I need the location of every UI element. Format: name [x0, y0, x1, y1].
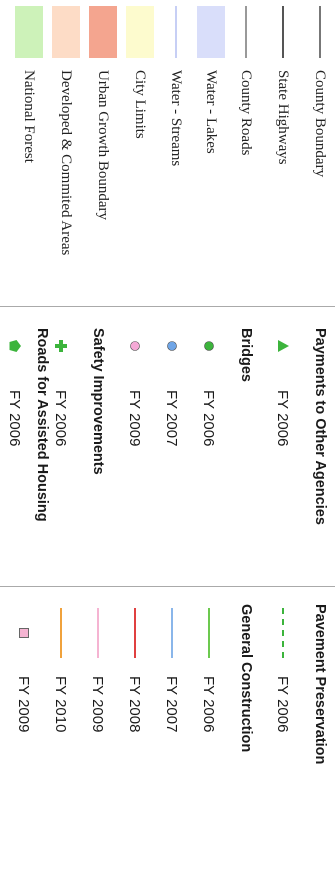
gc-item-2010: FY 2010 — [46, 604, 76, 864]
general-construction-header: General Construction — [238, 604, 254, 753]
gc-item-2007: FY 2007 — [157, 604, 187, 864]
state-highways-symbol — [282, 6, 284, 58]
water-streams-label: Water - Streams — [168, 70, 185, 167]
pavement-item: FY 2006 — [268, 604, 298, 864]
legend-item-water-lakes: Water - Lakes — [196, 0, 226, 300]
safety-item: FY 2006 — [46, 328, 76, 568]
gc-line-symbol — [60, 608, 62, 658]
county-boundary-label: County Boundary — [312, 70, 329, 178]
column-divider — [0, 586, 335, 587]
pavement-header: Pavement Preservation — [312, 604, 328, 765]
bridges-item-2009: FY 2009 — [120, 328, 150, 568]
legend-item-developed-areas: Developed & Commited Areas — [51, 0, 81, 300]
county-roads-symbol — [245, 6, 247, 58]
pentagon-icon — [9, 340, 21, 352]
payments-year: FY 2006 — [274, 390, 292, 447]
assisted-housing-year: FY 2006 — [6, 390, 24, 447]
urban-growth-boundary-symbol — [89, 6, 117, 58]
assisted-housing-item: FY 2006 — [0, 328, 30, 568]
square-icon — [19, 628, 29, 638]
city-limits-symbol — [126, 6, 154, 58]
gc-line-symbol — [97, 608, 99, 658]
pavement-year: FY 2006 — [274, 676, 292, 733]
developed-areas-label: Developed & Commited Areas — [58, 70, 75, 256]
water-lakes-label: Water - Lakes — [203, 70, 220, 154]
bridges-header: Bridges — [238, 328, 254, 382]
gc-year-2008: FY 2008 — [126, 676, 144, 733]
bridges-year-2007: FY 2007 — [163, 390, 181, 447]
legend-item-city-limits: City Limits — [125, 0, 155, 300]
circle-icon — [130, 341, 140, 351]
county-boundary-symbol — [319, 6, 321, 58]
gc-line-symbol — [208, 608, 210, 658]
dashed-line-symbol — [282, 608, 284, 658]
developed-areas-symbol — [52, 6, 80, 58]
legend-item-urban-growth-boundary: Urban Growth Boundary — [88, 0, 118, 300]
water-streams-symbol — [175, 6, 177, 58]
gc-year-2009: FY 2009 — [89, 676, 107, 733]
bridges-item-2006: FY 2006 — [194, 328, 224, 568]
gc-line-symbol — [134, 608, 136, 658]
safety-header: Safety Improvements — [90, 328, 106, 475]
gc-year-2007: FY 2007 — [163, 676, 181, 733]
gc-line-symbol — [171, 608, 173, 658]
gc-year-2009-square: FY 2009 — [15, 676, 33, 733]
legend-item-water-streams: Water - Streams — [161, 0, 191, 300]
national-forest-label: National Forest — [21, 70, 38, 163]
circle-icon — [167, 341, 177, 351]
bridges-year-2009: FY 2009 — [126, 390, 144, 447]
payments-header: Payments to Other Agencies — [312, 328, 328, 525]
water-lakes-symbol — [197, 6, 225, 58]
gc-item-2006: FY 2006 — [194, 604, 224, 864]
national-forest-symbol — [15, 6, 43, 58]
assisted-housing-header: Roads for Assisted Housing — [34, 328, 50, 522]
gc-item-2008: FY 2008 — [120, 604, 150, 864]
payments-item: FY 2006 — [268, 328, 298, 568]
gc-year-2010: FY 2010 — [52, 676, 70, 733]
cross-icon — [55, 340, 67, 352]
urban-growth-boundary-label: Urban Growth Boundary — [95, 70, 112, 220]
circle-icon — [204, 341, 214, 351]
gc-year-2006: FY 2006 — [200, 676, 218, 733]
column-divider — [0, 306, 335, 307]
city-limits-label: City Limits — [132, 70, 149, 139]
gc-item-2009: FY 2009 — [83, 604, 113, 864]
county-roads-label: County Roads — [238, 70, 255, 156]
bridges-year-2006: FY 2006 — [200, 390, 218, 447]
legend-item-national-forest: National Forest — [14, 0, 44, 300]
gc-item-2009-square: FY 2009 — [9, 604, 39, 864]
bridges-item-2007: FY 2007 — [157, 328, 187, 568]
state-highways-label: State Highways — [275, 70, 292, 165]
legend-item-state-highways: State Highways — [268, 0, 298, 300]
legend-item-county-roads: County Roads — [231, 0, 261, 300]
triangle-icon — [278, 340, 289, 352]
legend-item-county-boundary: County Boundary — [305, 0, 335, 300]
